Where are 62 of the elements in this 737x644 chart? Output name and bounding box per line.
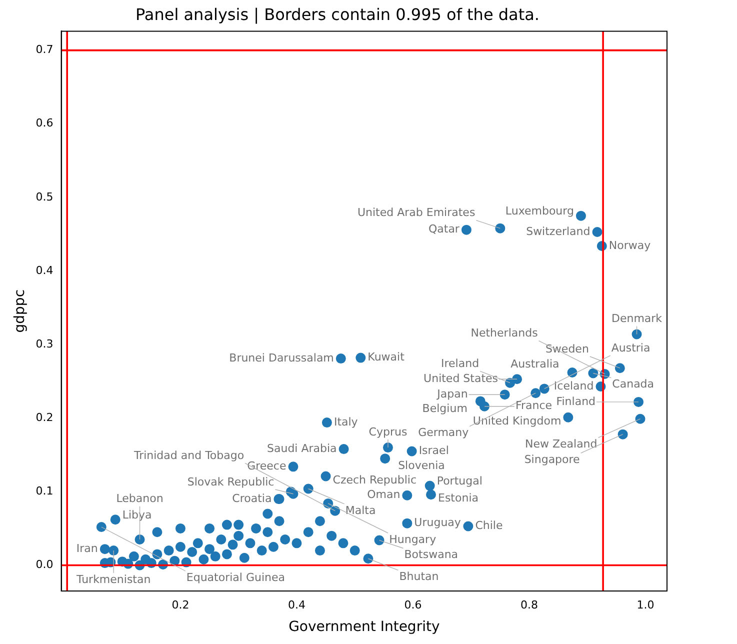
y-tick-label: 0.3 <box>36 337 54 350</box>
data-label: Portugal <box>436 474 482 488</box>
data-label: Chile <box>475 519 503 532</box>
data-label: Italy <box>334 415 358 428</box>
data-label: United States <box>424 372 498 386</box>
data-label: Ireland <box>441 357 480 370</box>
data-label: Uruguay <box>414 516 462 530</box>
data-label: Singapore <box>524 452 580 466</box>
data-label: Malta <box>345 504 376 517</box>
data-label: Kuwait <box>368 350 406 364</box>
data-label: Oman <box>367 488 400 502</box>
data-label: Cyprus <box>368 425 408 438</box>
y-axis-title: gdppc <box>12 289 28 333</box>
data-label: Slovak Republic <box>187 475 274 488</box>
data-label: Slovenia <box>398 459 445 472</box>
data-label: Turkmenistan <box>76 572 151 586</box>
y-tick-label: 0.7 <box>36 43 54 56</box>
data-label: Norway <box>608 238 652 252</box>
y-tick-label: 0.5 <box>36 190 54 204</box>
y-tick-label: 0.0 <box>36 558 54 572</box>
data-label: Australia <box>510 358 560 371</box>
data-label: Croatia <box>232 492 272 505</box>
data-label: Saudi Arabia <box>267 442 337 455</box>
data-label: Trinidad and Tobago <box>132 449 244 462</box>
data-label: France <box>515 399 552 412</box>
data-label: Netherlands <box>470 326 538 340</box>
data-label: United Arab Emirates <box>357 206 476 220</box>
x-axis-title: Government Integrity <box>288 619 440 636</box>
y-tick-label: 0.6 <box>36 116 54 130</box>
y-tick-label: 0.4 <box>36 264 54 277</box>
data-label: Austria <box>611 341 650 354</box>
data-label: Botswana <box>404 548 458 562</box>
x-tick-label: 0.6 <box>404 598 422 612</box>
data-label: Iran <box>76 542 98 555</box>
data-label: New Zealand <box>524 438 598 451</box>
data-label: Bhutan <box>399 570 439 584</box>
y-tick-label: 0.2 <box>36 410 54 424</box>
x-tick-label: 0.8 <box>520 598 538 612</box>
data-label: Japan <box>436 387 468 400</box>
data-label: Brunei Darussalam <box>229 351 334 364</box>
data-label: Hungary <box>389 532 437 546</box>
data-label: Equatorial Guinea <box>186 570 285 584</box>
x-tick-label: 1.0 <box>636 598 654 612</box>
data-label: Czech Republic <box>332 473 417 486</box>
data-label: Switzerland <box>526 224 590 238</box>
data-label: Iceland <box>554 379 594 392</box>
data-label: Israel <box>418 444 449 458</box>
data-label: Canada <box>612 378 654 391</box>
data-label: Belgium <box>422 402 468 415</box>
data-label: Greece <box>247 460 286 473</box>
data-label: Finland <box>556 394 596 408</box>
chart-title: Panel analysis | Borders contain 0.995 of the data. <box>136 4 540 24</box>
data-label: Sweden <box>545 342 589 356</box>
y-tick-label: 0.1 <box>36 484 54 498</box>
data-label: Luxembourg <box>505 204 574 218</box>
x-tick-label: 0.4 <box>288 598 306 612</box>
data-label: Lebanon <box>116 492 164 506</box>
data-label: Qatar <box>428 222 460 236</box>
data-label: Denmark <box>611 312 663 326</box>
x-tick-label: 0.2 <box>172 598 190 612</box>
data-label: Estonia <box>438 492 478 505</box>
data-label: Germany <box>418 426 470 440</box>
